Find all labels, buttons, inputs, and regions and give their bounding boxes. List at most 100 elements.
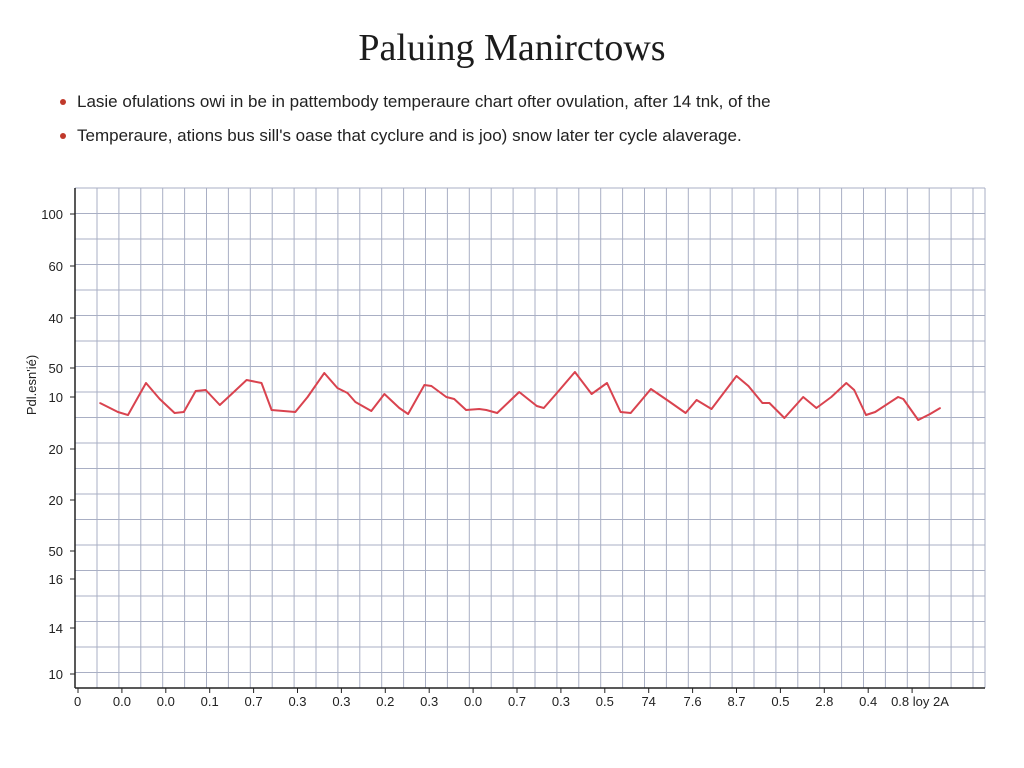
data-point	[127, 414, 129, 416]
data-point	[939, 407, 941, 409]
x-ticks: 0 0.0 0.0 0.1 0.7 0.3 0.3 0.2 0.3 0.0 0.7 0.3 0.5 74 7…	[74, 688, 949, 709]
data-point	[830, 396, 833, 398]
x-tick-label: 7.6	[684, 694, 702, 709]
x-tick-label: 8.7	[727, 694, 745, 709]
data-point	[574, 371, 576, 373]
y-tick-label: 20	[49, 442, 63, 457]
data-point	[710, 408, 713, 410]
data-point	[684, 412, 687, 414]
data-point	[407, 413, 409, 415]
data-point	[619, 411, 622, 413]
data-point	[761, 402, 764, 404]
data-point	[590, 393, 593, 395]
x-tick-label: 0.5	[771, 694, 789, 709]
y-tick-label: 50	[49, 361, 63, 376]
data-point	[485, 409, 488, 411]
data-point	[629, 412, 632, 414]
bullet-dot-icon	[60, 99, 66, 105]
chart-title: Paluing Manirctows	[358, 27, 666, 69]
data-point	[233, 391, 235, 393]
bullet-list: Lasie ofulations owi in be in pattembody…	[60, 90, 771, 158]
data-point	[650, 388, 652, 390]
y-tick-label: 50	[49, 544, 63, 559]
data-point	[158, 398, 161, 400]
data-point	[735, 375, 738, 377]
data-point	[853, 389, 855, 391]
data-point	[465, 409, 467, 411]
data-point	[802, 396, 805, 398]
x-tick-label: 0.5	[596, 694, 614, 709]
data-point	[783, 417, 786, 419]
data-point	[194, 390, 197, 392]
x-tick-label: 0.3	[332, 694, 350, 709]
data-point	[306, 396, 309, 398]
data-point	[354, 401, 357, 403]
data-point	[917, 419, 920, 421]
x-tick-label: 0.3	[420, 694, 438, 709]
y-tick-label: 60	[49, 259, 63, 274]
data-point	[535, 405, 538, 407]
data-point	[815, 407, 818, 409]
data-point	[204, 389, 207, 391]
grid	[75, 187, 986, 688]
x-tick-label: 0.0	[464, 694, 482, 709]
y-tick-label: 14	[49, 621, 63, 636]
data-point	[865, 414, 867, 416]
x-tick-label: 0.1	[201, 694, 219, 709]
data-point	[606, 382, 608, 384]
bullet-text: Lasie ofulations owi in be in pattembody…	[77, 92, 771, 111]
data-point	[478, 408, 481, 410]
data-point	[496, 412, 499, 414]
y-tick-label: 10	[49, 667, 63, 682]
data-point	[845, 382, 848, 384]
data-point	[430, 385, 433, 387]
data-point	[323, 372, 326, 374]
bullet-item: Lasie ofulations owi in be in pattembody…	[60, 90, 771, 124]
data-point	[117, 411, 119, 413]
bullet-dot-icon	[60, 133, 66, 139]
y-axis-label: Pdl.esn'іé)	[24, 355, 39, 415]
x-tick-label: 0.7	[245, 694, 263, 709]
data-point	[145, 382, 147, 384]
data-point	[423, 384, 426, 386]
y-tick-label: 16	[49, 572, 63, 587]
data-point	[346, 392, 349, 394]
data-point	[695, 399, 698, 401]
data-point	[445, 396, 448, 398]
data-point	[245, 379, 248, 381]
x-tick-label: 0.3	[552, 694, 570, 709]
data-point	[453, 398, 456, 400]
data-point	[897, 396, 899, 398]
data-point	[260, 382, 263, 384]
data-point	[336, 387, 339, 389]
y-ticks: 100 60 40 50 10 20 20 50 16 14 10	[41, 207, 75, 682]
data-point	[383, 393, 386, 395]
x-tick-label: 0.0	[113, 694, 131, 709]
data-point	[173, 412, 176, 414]
data-point	[768, 402, 771, 404]
x-tick-label: 2.8	[815, 694, 833, 709]
x-tick-label: 0.0	[157, 694, 175, 709]
data-point	[294, 411, 297, 413]
data-point	[370, 410, 373, 412]
data-point	[182, 411, 185, 413]
x-tick-label: 0.2	[376, 694, 394, 709]
x-tick-label: 0.3	[288, 694, 306, 709]
x-tick-label: 0.7	[508, 694, 526, 709]
y-tick-label: 100	[41, 207, 63, 222]
data-point	[902, 398, 905, 400]
y-tick-label: 20	[49, 493, 63, 508]
bullet-item: Temperaure, ations bus sill's oase that …	[60, 124, 771, 158]
y-tick-label: 40	[49, 311, 63, 326]
temperature-line	[99, 371, 941, 421]
series	[99, 371, 941, 421]
y-tick-label: 10	[49, 390, 63, 405]
data-point	[518, 391, 520, 393]
bullet-text: Temperaure, ations bus sill's oase that …	[77, 126, 742, 145]
data-point	[542, 407, 545, 409]
axes	[74, 188, 985, 689]
data-point	[747, 385, 750, 387]
data-point	[929, 413, 931, 415]
x-tick-label: 0.8 loy 2A	[891, 694, 949, 709]
